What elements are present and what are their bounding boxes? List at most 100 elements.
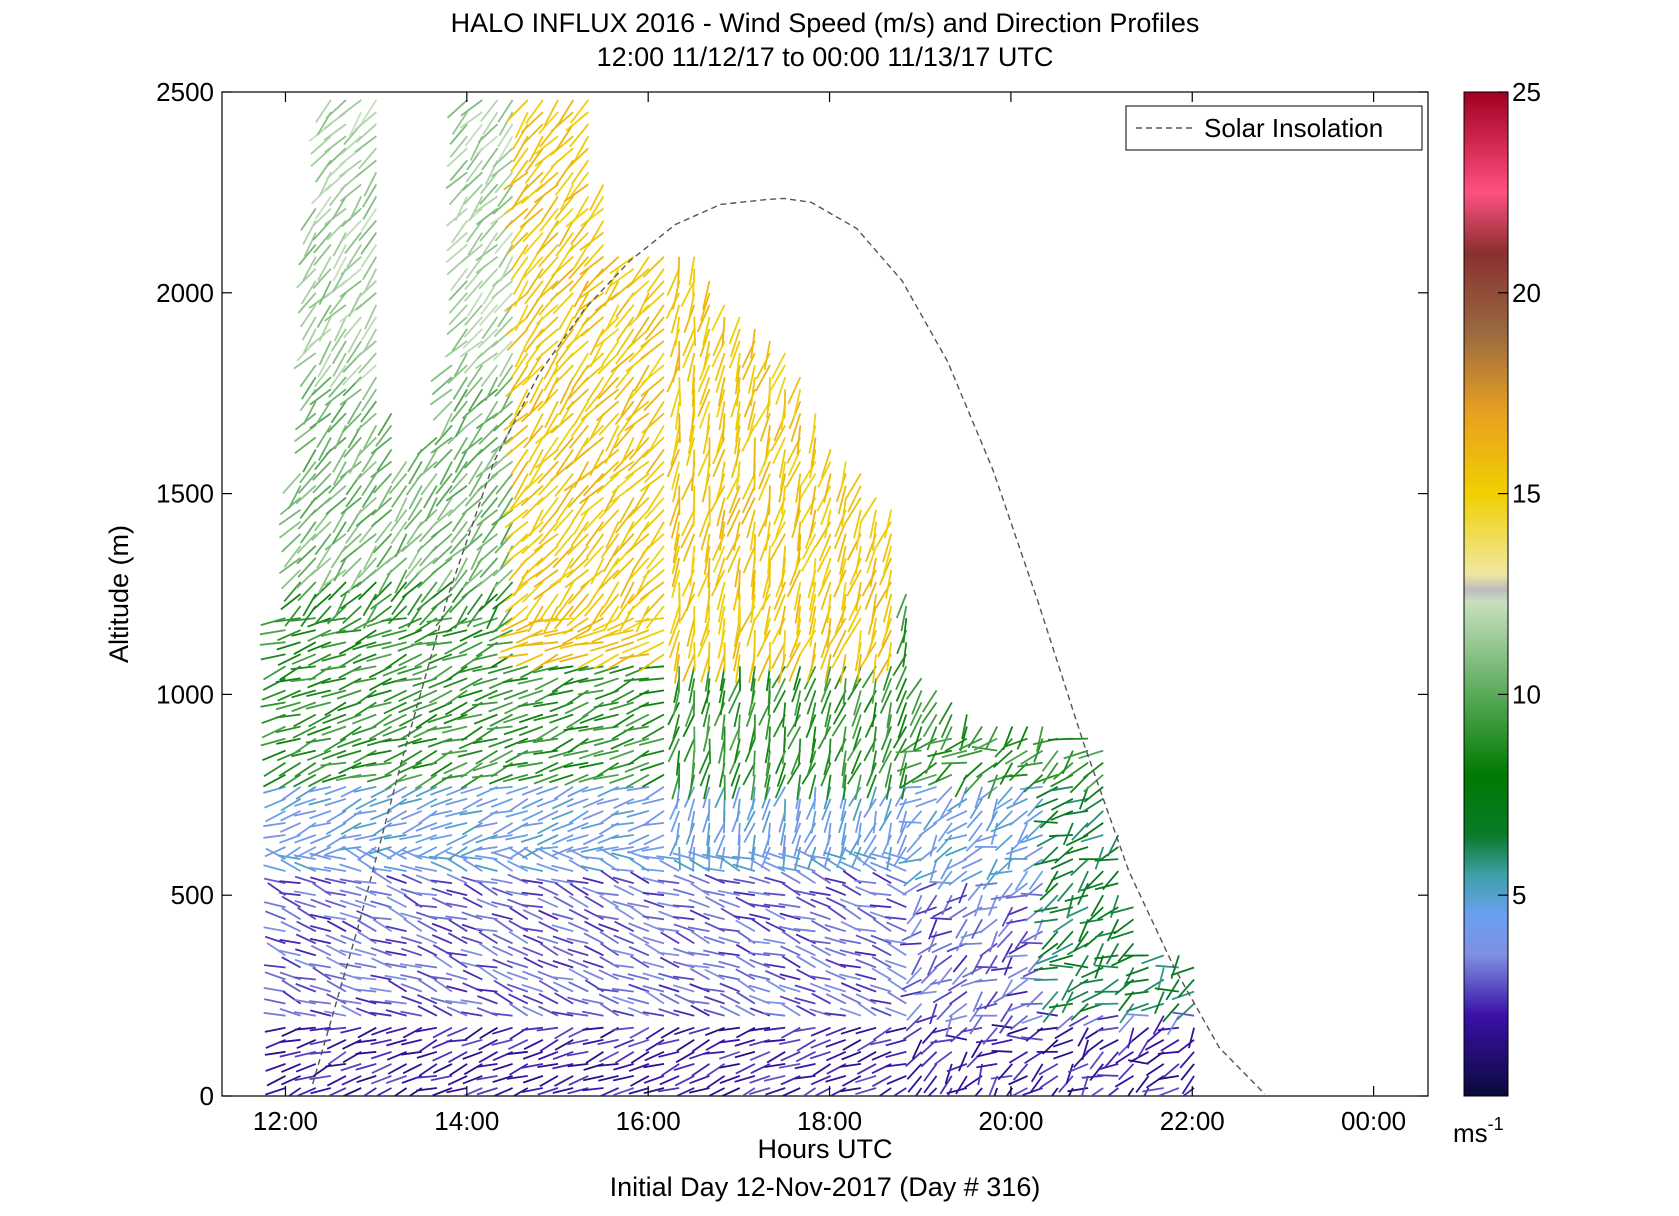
wind-barb xyxy=(478,882,499,896)
wind-barb xyxy=(341,1087,362,1096)
wind-barb xyxy=(551,924,574,933)
wind-barb xyxy=(1055,1015,1074,1031)
wind-barb xyxy=(582,797,604,809)
wind-barb xyxy=(263,834,286,839)
wind-barb xyxy=(768,377,771,407)
wind-barb xyxy=(291,629,317,637)
wind-barb xyxy=(851,702,862,727)
wind-barb xyxy=(820,677,832,703)
wind-barb xyxy=(331,340,347,365)
wind-barb xyxy=(506,1050,528,1056)
wind-barb xyxy=(736,377,741,407)
wind-barb xyxy=(692,690,696,716)
wind-barb xyxy=(563,677,589,686)
wind-barb xyxy=(520,834,544,843)
wind-barb xyxy=(300,207,317,231)
wind-barb xyxy=(780,1075,801,1086)
wind-barb xyxy=(688,1026,710,1035)
wind-barb xyxy=(717,605,726,635)
wind-barb xyxy=(505,605,529,626)
wind-barb xyxy=(522,909,544,921)
wind-barb xyxy=(839,545,847,575)
wind-barb xyxy=(493,979,514,993)
legend-label: Solar Insolation xyxy=(1204,113,1383,143)
wind-barb xyxy=(733,915,756,921)
wind-barb xyxy=(854,879,877,885)
wind-barb xyxy=(581,822,604,830)
wind-barb xyxy=(399,725,423,741)
wind-barb xyxy=(354,701,377,717)
wind-barb xyxy=(312,268,332,290)
wind-barb xyxy=(577,689,604,696)
wind-barb xyxy=(990,822,1013,833)
wind-barb xyxy=(488,737,513,748)
wind-barb xyxy=(626,268,650,289)
wind-barb xyxy=(599,895,620,908)
wind-barb xyxy=(511,244,529,270)
wind-barb xyxy=(361,485,378,508)
wind-barb xyxy=(855,973,877,981)
wind-barb xyxy=(521,904,543,909)
wind-barb xyxy=(936,1002,953,1021)
wind-barb xyxy=(611,846,634,852)
wind-barb xyxy=(552,834,574,845)
wind-barb xyxy=(625,400,650,421)
wind-barb xyxy=(753,630,756,660)
wind-barb xyxy=(1037,942,1059,959)
wind-barb xyxy=(295,484,317,505)
wind-barb xyxy=(309,1026,332,1032)
wind-barb xyxy=(506,960,529,969)
wind-barb xyxy=(628,922,650,933)
wind-barb xyxy=(626,785,650,792)
wind-barb xyxy=(826,593,832,623)
wind-barb xyxy=(563,761,589,769)
wind-barb xyxy=(1049,785,1074,792)
wind-barb xyxy=(701,866,725,872)
wind-barb xyxy=(886,967,907,981)
wind-barb xyxy=(430,997,453,1005)
wind-barb xyxy=(823,714,832,740)
wind-barb xyxy=(933,954,953,969)
wind-barb xyxy=(441,749,468,756)
wind-barb xyxy=(871,956,892,969)
wind-barb xyxy=(551,849,574,860)
wind-barb xyxy=(1171,990,1195,1001)
wind-barb xyxy=(512,1087,529,1096)
wind-barb xyxy=(757,473,771,501)
wind-barb xyxy=(743,822,756,844)
wind-barb xyxy=(706,1063,726,1077)
wind-barb xyxy=(691,750,696,777)
wind-barb xyxy=(936,834,953,853)
wind-barb xyxy=(339,99,362,118)
wind-barb xyxy=(490,159,514,178)
wind-barb xyxy=(584,388,605,413)
wind-barb xyxy=(263,822,286,828)
wind-barb xyxy=(566,879,589,885)
wind-barb xyxy=(340,1026,362,1034)
wind-barb xyxy=(504,508,529,529)
wind-barb xyxy=(352,737,377,747)
wind-barb xyxy=(445,545,468,562)
wind-barb xyxy=(357,919,377,933)
wind-barb xyxy=(536,316,559,339)
wind-barb xyxy=(928,918,938,940)
wind-barb xyxy=(780,1026,801,1039)
wind-barb xyxy=(413,725,438,739)
wind-barb xyxy=(266,1075,286,1087)
wind-barb xyxy=(296,920,317,933)
wind-barb xyxy=(884,509,893,539)
wind-barb xyxy=(674,1026,695,1036)
wind-barb xyxy=(448,292,468,314)
wind-barb xyxy=(735,896,756,908)
wind-barb xyxy=(278,557,302,575)
wind-barb xyxy=(415,557,438,576)
wind-barb xyxy=(675,1051,695,1064)
wind-barb xyxy=(795,1050,816,1063)
wind-barb xyxy=(749,1050,771,1062)
wind-barb xyxy=(476,988,498,993)
wind-barb xyxy=(1067,1063,1089,1074)
wind-barb xyxy=(749,1026,771,1032)
wind-barb xyxy=(794,593,802,624)
wind-barb xyxy=(872,654,877,684)
wind-barb xyxy=(260,737,286,747)
